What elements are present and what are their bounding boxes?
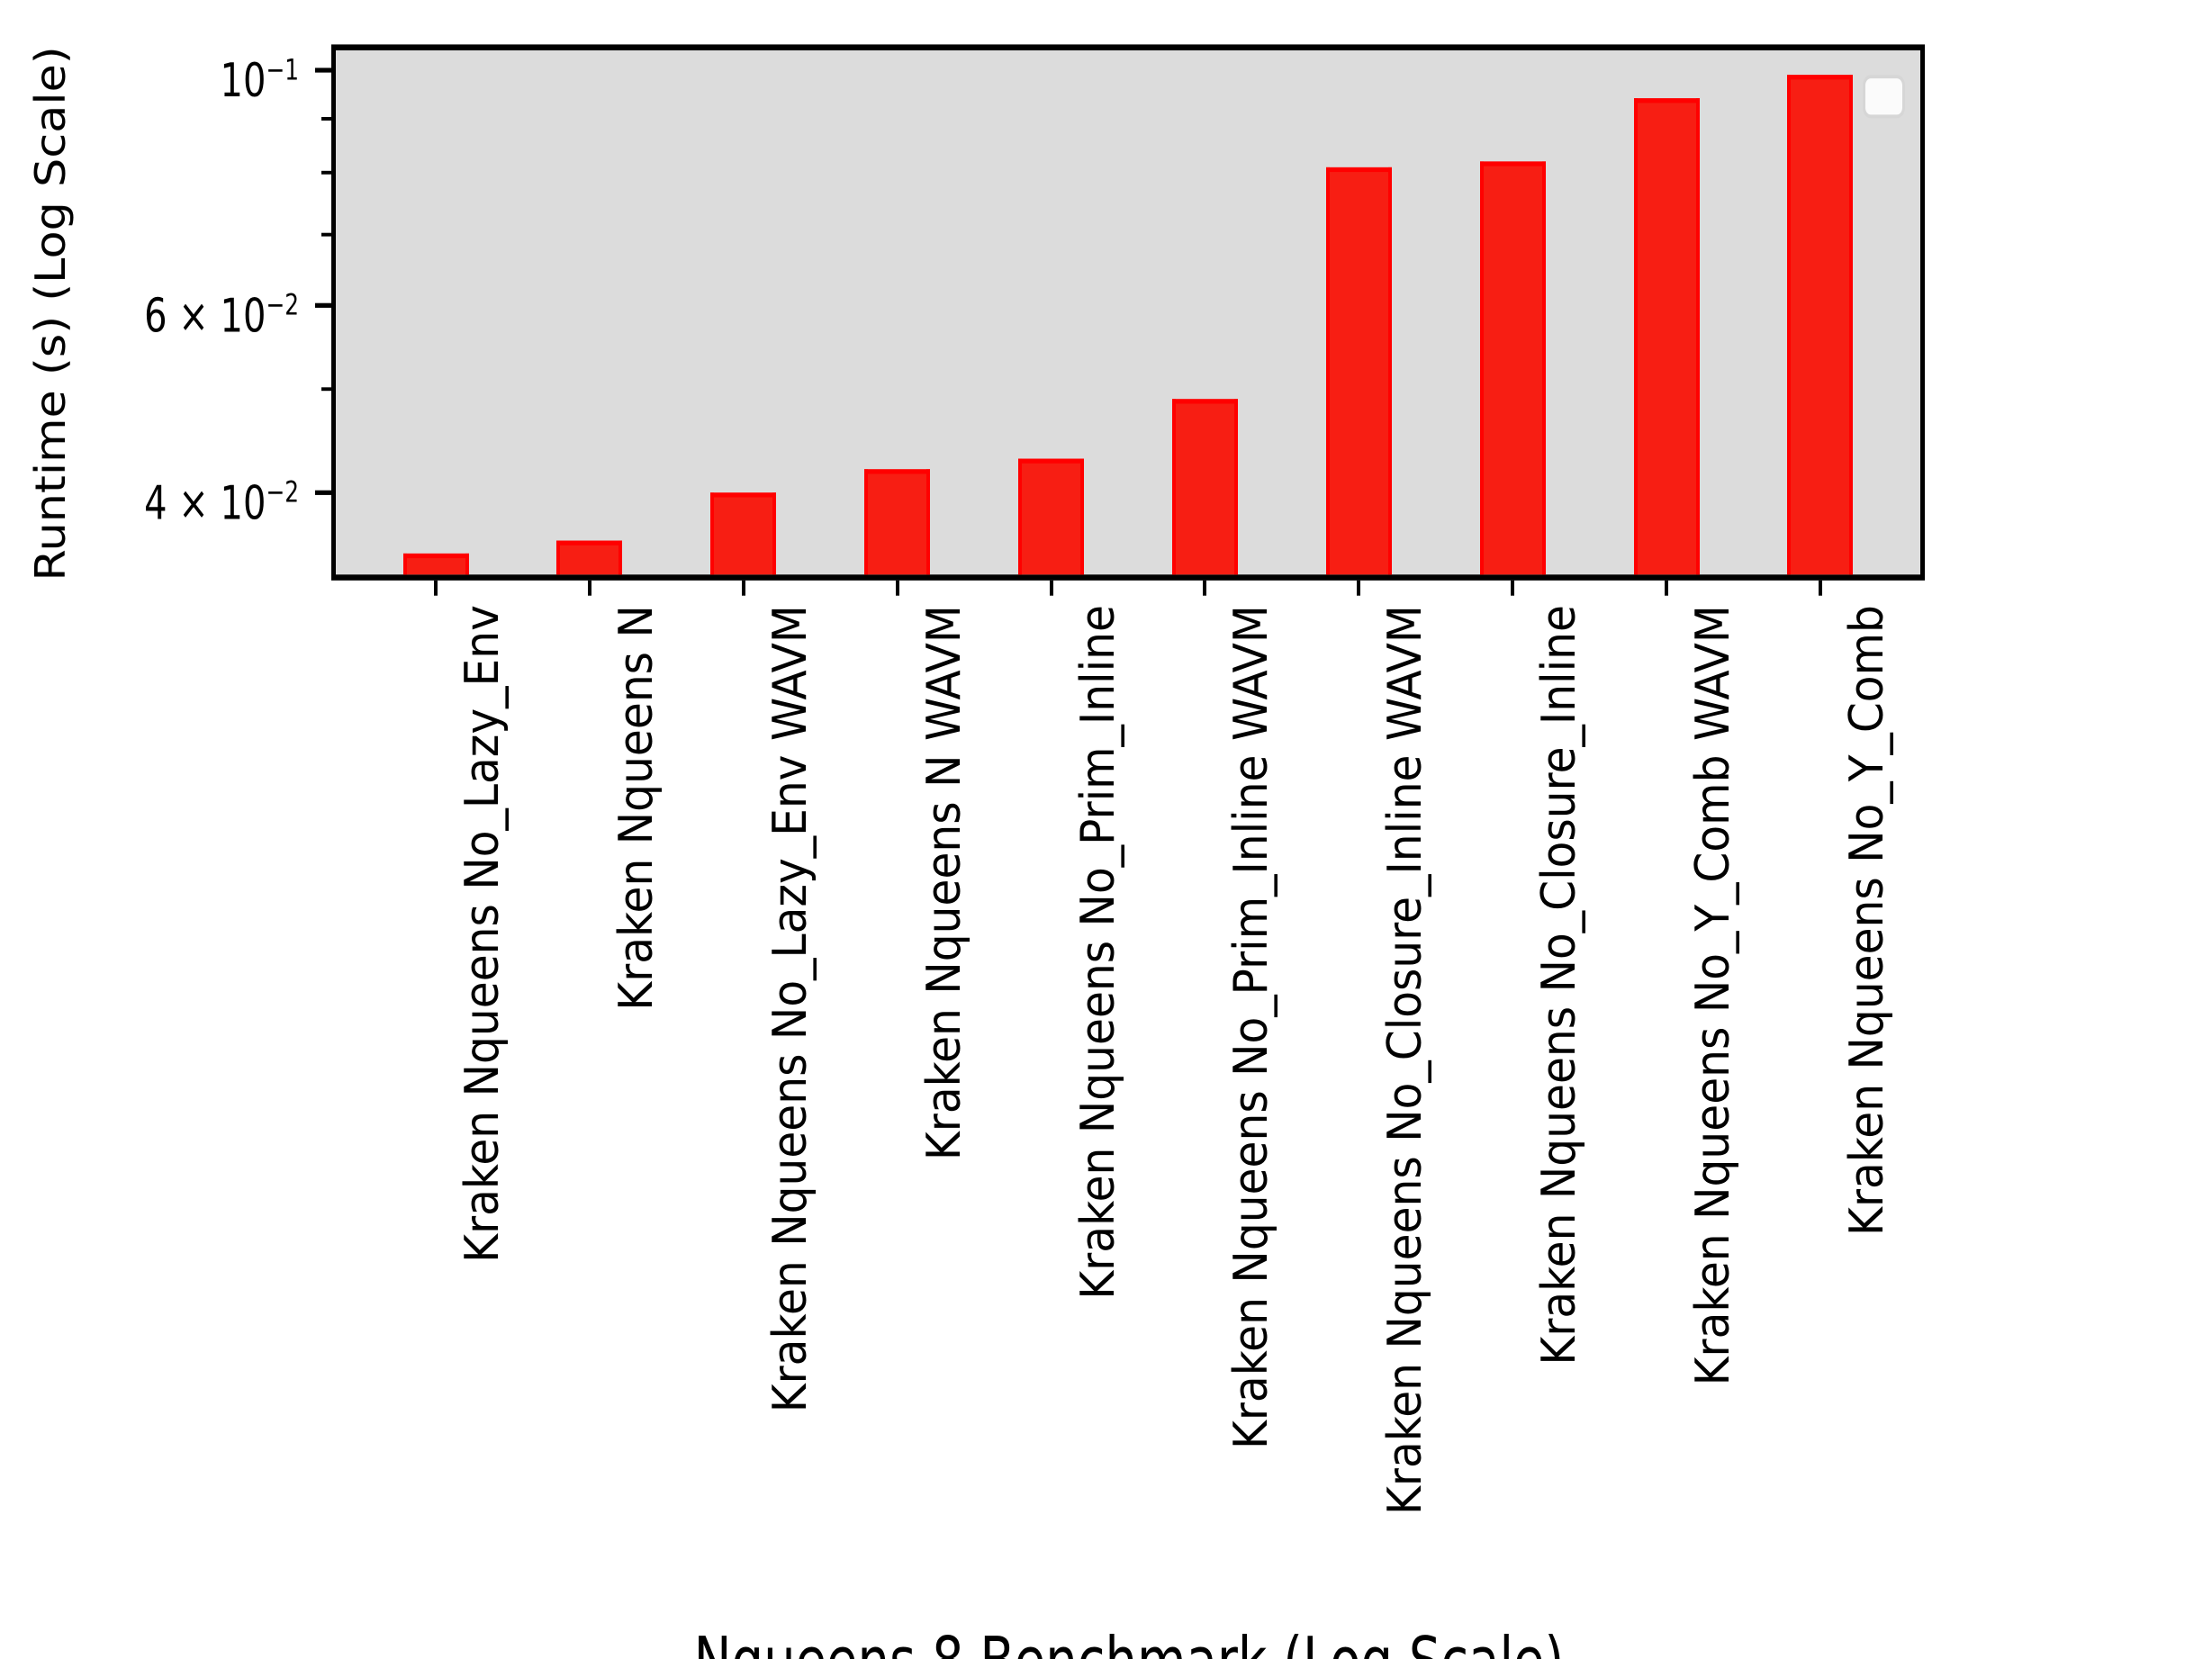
y-tick-label: 4 × 10−2 bbox=[144, 474, 299, 530]
x-tick bbox=[1049, 580, 1053, 596]
x-tick bbox=[1818, 580, 1822, 596]
x-tick bbox=[741, 580, 745, 596]
bar bbox=[556, 540, 623, 575]
plot-area bbox=[331, 44, 1925, 581]
bar bbox=[1325, 167, 1392, 575]
x-tick-label: Kraken Nqueens No_Prim_Inline WAVM bbox=[1224, 605, 1279, 1450]
y-tick-major bbox=[315, 68, 331, 73]
y-tick-label: 6 × 10−2 bbox=[144, 287, 299, 344]
x-tick bbox=[1357, 580, 1361, 596]
bar bbox=[1171, 398, 1238, 575]
bar bbox=[864, 469, 931, 575]
y-tick-minor bbox=[321, 171, 331, 176]
bar bbox=[1787, 75, 1854, 575]
x-tick-label: Kraken Nqueens No_Closure_Inline WAVM bbox=[1378, 605, 1433, 1515]
x-tick-label: Kraken Nqueens No_Lazy_Env bbox=[456, 605, 510, 1263]
x-tick-label: Kraken Nqueens No_Closure_Inline bbox=[1532, 605, 1587, 1366]
x-tick-label: Kraken Nqueens No_Prim_Inline bbox=[1070, 605, 1125, 1300]
y-tick-major bbox=[315, 490, 331, 495]
x-tick-label: Kraken Nqueens N bbox=[609, 605, 664, 1011]
x-tick-label: Kraken Nqueens N WAVM bbox=[916, 605, 971, 1161]
x-tick-label: Kraken Nqueens No_Y_Comb bbox=[1839, 605, 1894, 1236]
x-tick bbox=[1203, 580, 1207, 596]
legend-box bbox=[1863, 75, 1905, 119]
bar bbox=[1633, 98, 1700, 575]
y-tick-minor bbox=[321, 232, 331, 237]
bar bbox=[1479, 161, 1546, 575]
bar bbox=[710, 491, 777, 575]
y-tick-minor bbox=[321, 387, 331, 392]
x-tick bbox=[1511, 580, 1515, 596]
y-tick-label: 10−1 bbox=[220, 52, 299, 109]
bar bbox=[402, 553, 469, 575]
y-axis-label: Runtime (s) (Log Scale) bbox=[26, 46, 75, 582]
x-tick bbox=[587, 580, 591, 596]
x-tick bbox=[895, 580, 899, 596]
y-tick-major bbox=[315, 302, 331, 308]
y-tick-minor bbox=[321, 116, 331, 121]
bar bbox=[1018, 458, 1085, 575]
x-axis-title: Nqueens 8 Benchmark (Log Scale) bbox=[409, 1626, 1849, 1659]
x-tick-label: Kraken Nqueens No_Y_Comb WAVM bbox=[1686, 605, 1741, 1386]
x-tick bbox=[1665, 580, 1669, 596]
x-tick bbox=[434, 580, 438, 596]
x-tick-label: Kraken Nqueens No_Lazy_Env WAVM bbox=[763, 605, 817, 1413]
